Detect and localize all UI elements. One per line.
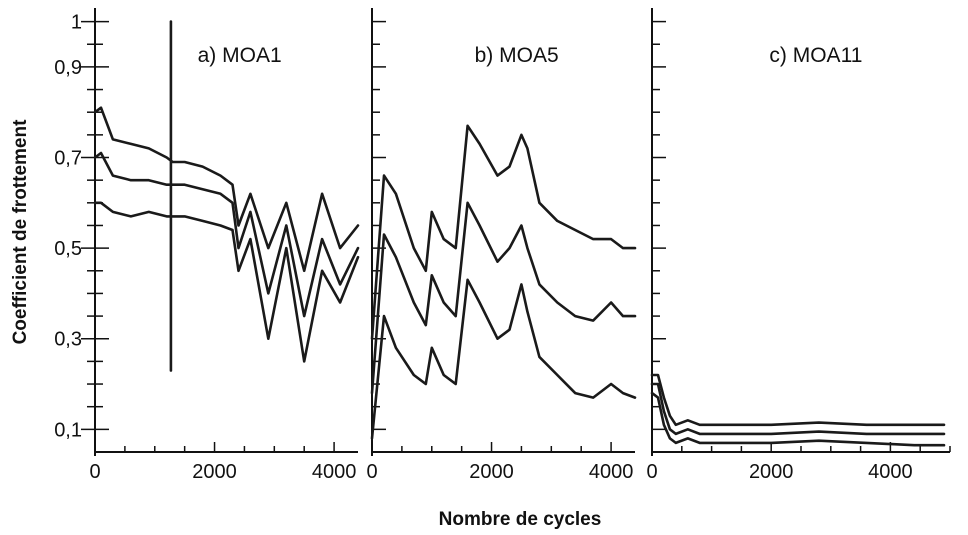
x-axis-title: Nombre de cycles (439, 509, 602, 530)
y-tick-label: 0,3 (54, 329, 82, 351)
series-line-3 (650, 391, 946, 447)
x-tick-label: 4000 (589, 461, 634, 483)
x-tick-label: 0 (646, 461, 657, 483)
series-line-2 (370, 201, 637, 395)
chart-panel-3: 0 2000 4000 c) MOA11 (646, 8, 951, 483)
y-tick-label: 0,5 (54, 238, 82, 260)
y-tick-label: 0,9 (54, 57, 82, 79)
panel-title: b) MOA5 (475, 44, 559, 67)
chart-panel-1: 0 2000 4000 a) MOA1 (81, 8, 360, 483)
y-axis-tick-labels: 0,1 0,3 0,5 0,7 0,9 1 (54, 12, 82, 442)
y-axis-title: Coefficient de frottement (10, 119, 31, 345)
panel-title: c) MOA11 (769, 44, 862, 67)
chart-panels: 0 2000 4000 a) MOA1 0 2000 4000 b) MOA5 0 2000 400… (81, 8, 951, 483)
series-line-3 (370, 278, 637, 440)
x-tick-label: 2000 (192, 461, 237, 483)
series-line-1 (650, 373, 946, 427)
series-line-1 (93, 106, 360, 273)
y-tick-label: 0,1 (54, 419, 82, 441)
series-line-1 (370, 124, 637, 340)
x-tick-label: 4000 (312, 461, 357, 483)
series-line-2 (650, 382, 946, 436)
x-tick-label: 2000 (749, 461, 794, 483)
y-tick-label: 1 (71, 12, 82, 34)
x-tick-label: 4000 (868, 461, 913, 483)
y-tick-label: 0,7 (54, 148, 82, 170)
x-tick-label: 0 (89, 461, 100, 483)
x-tick-label: 0 (366, 461, 377, 483)
series-line-3 (93, 201, 360, 363)
panel-title: a) MOA1 (198, 44, 282, 67)
chart-panel-2: 0 2000 4000 b) MOA5 (366, 8, 637, 483)
series-line-2 (93, 151, 360, 318)
x-tick-label: 2000 (469, 461, 514, 483)
